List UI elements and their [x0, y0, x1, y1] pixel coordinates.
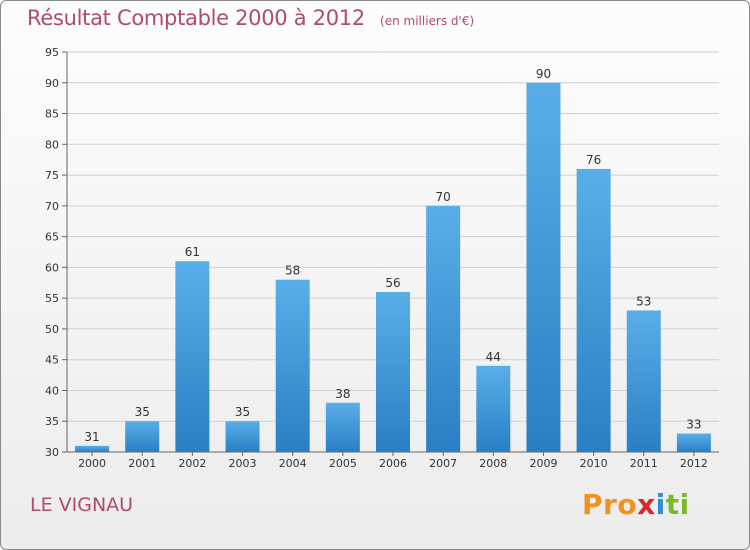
data-label: 70 — [436, 190, 451, 204]
chart-title: Résultat Comptable 2000 à 2012 — [27, 6, 365, 30]
bar-2004 — [275, 279, 310, 452]
bar-2012 — [676, 433, 711, 452]
logo-part-2: x — [637, 488, 656, 521]
bar-2003 — [225, 421, 260, 452]
x-tick-label: 2011 — [630, 457, 658, 470]
bar-2011 — [626, 310, 661, 452]
x-tick-label: 2009 — [529, 457, 557, 470]
y-tick-label: 75 — [45, 169, 59, 182]
x-tick-label: 2012 — [680, 457, 708, 470]
chart-title-row: Résultat Comptable 2000 à 2012 (en milli… — [27, 6, 474, 30]
bar-2007 — [426, 205, 461, 452]
y-tick-label: 80 — [45, 138, 59, 151]
data-label: 38 — [335, 387, 350, 401]
data-label: 31 — [84, 430, 99, 444]
chart-unit: (en milliers d'€) — [380, 14, 475, 28]
logo-part-4: ti — [665, 488, 690, 521]
x-tick-label: 2005 — [329, 457, 357, 470]
proxiti-logo[interactable]: Proxiti — [582, 488, 690, 521]
bar-2000 — [75, 445, 110, 452]
y-tick-label: 45 — [45, 354, 59, 367]
y-tick-label: 55 — [45, 292, 59, 305]
data-label: 35 — [235, 405, 250, 419]
y-tick-label: 90 — [45, 77, 59, 90]
bar-2002 — [175, 261, 210, 452]
x-tick-label: 2003 — [229, 457, 257, 470]
bars — [75, 82, 711, 453]
y-tick-label: 65 — [45, 231, 59, 244]
y-tick-label: 35 — [45, 415, 59, 428]
y-tick-label: 85 — [45, 108, 59, 121]
data-label: 58 — [285, 264, 300, 278]
x-tick-label: 2008 — [479, 457, 507, 470]
x-tick-label: 2000 — [78, 457, 106, 470]
y-tick-label: 30 — [45, 446, 59, 459]
data-label: 61 — [185, 245, 200, 259]
data-labels: 31 35 61 35 58 38 56 70 44 90 76 53 33 — [84, 67, 701, 444]
x-tick-label: 2007 — [429, 457, 457, 470]
y-tick-label: 40 — [45, 384, 59, 397]
x-tick-label: 2001 — [128, 457, 156, 470]
data-label: 33 — [686, 418, 701, 432]
data-label: 90 — [536, 67, 551, 81]
logo-part-1: Pro — [582, 488, 638, 521]
x-tick-label: 2002 — [178, 457, 206, 470]
bar-2008 — [476, 365, 511, 452]
bar-2001 — [125, 421, 160, 452]
bar-2005 — [325, 402, 360, 452]
bar-2009 — [526, 82, 561, 453]
x-tick-label: 2004 — [279, 457, 307, 470]
y-tick-label: 60 — [45, 261, 59, 274]
x-tick-label: 2010 — [580, 457, 608, 470]
data-label: 44 — [486, 350, 501, 364]
data-label: 56 — [385, 276, 400, 290]
axes: 30 35 40 45 50 55 60 65 70 75 80 85 90 95 2000 2001 2002… — [45, 46, 719, 470]
y-tick-label: 70 — [45, 200, 59, 213]
data-label: 35 — [135, 405, 150, 419]
bar-2006 — [376, 292, 410, 452]
logo-part-3: i — [655, 488, 666, 521]
x-tick-label: 2006 — [379, 457, 407, 470]
data-label: 53 — [636, 294, 651, 308]
y-tick-label: 95 — [45, 46, 59, 59]
y-tick-label: 50 — [45, 323, 59, 336]
place-name: LE VIGNAU — [30, 494, 134, 516]
data-label: 76 — [586, 153, 601, 167]
bar-2010 — [576, 168, 611, 452]
